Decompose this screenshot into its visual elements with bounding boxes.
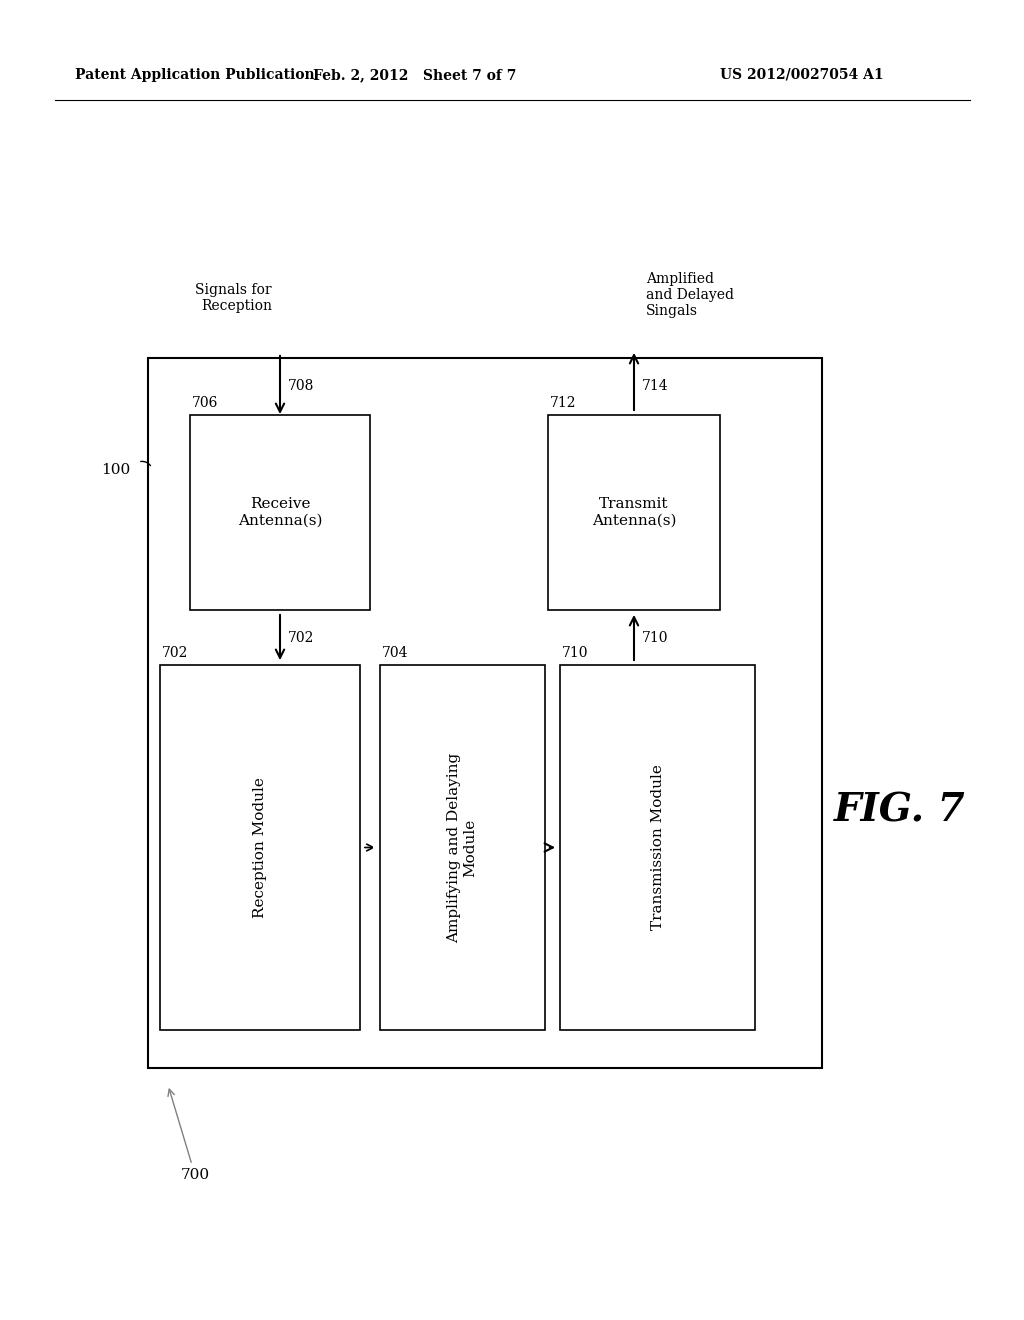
Bar — [380, 665, 545, 1030]
Text: US 2012/0027054 A1: US 2012/0027054 A1 — [720, 69, 884, 82]
Text: 100: 100 — [100, 463, 130, 477]
Text: Amplifying and Delaying
Module: Amplifying and Delaying Module — [447, 752, 477, 942]
Text: 706: 706 — [193, 396, 218, 411]
Text: 710: 710 — [642, 631, 669, 644]
Bar — [548, 414, 720, 610]
Text: Signals for
Reception: Signals for Reception — [196, 282, 272, 313]
Text: Feb. 2, 2012   Sheet 7 of 7: Feb. 2, 2012 Sheet 7 of 7 — [313, 69, 517, 82]
Text: Transmit
Antenna(s): Transmit Antenna(s) — [592, 498, 676, 528]
Text: Amplified
and Delayed
Singals: Amplified and Delayed Singals — [646, 272, 734, 318]
Text: 700: 700 — [180, 1168, 210, 1181]
Bar — [190, 414, 370, 610]
Text: 702: 702 — [288, 631, 314, 644]
Text: 704: 704 — [382, 645, 409, 660]
Bar — [160, 665, 360, 1030]
Text: 702: 702 — [162, 645, 188, 660]
Text: 710: 710 — [562, 645, 589, 660]
Text: Transmission Module: Transmission Module — [650, 764, 665, 931]
Text: Reception Module: Reception Module — [253, 777, 267, 917]
Bar — [560, 665, 755, 1030]
Text: 708: 708 — [288, 380, 314, 393]
Text: Patent Application Publication: Patent Application Publication — [75, 69, 314, 82]
Bar — [148, 358, 822, 1068]
Text: 712: 712 — [550, 396, 577, 411]
Text: 714: 714 — [642, 380, 669, 393]
Text: FIG. 7: FIG. 7 — [835, 791, 966, 829]
Text: Receive
Antenna(s): Receive Antenna(s) — [238, 498, 323, 528]
